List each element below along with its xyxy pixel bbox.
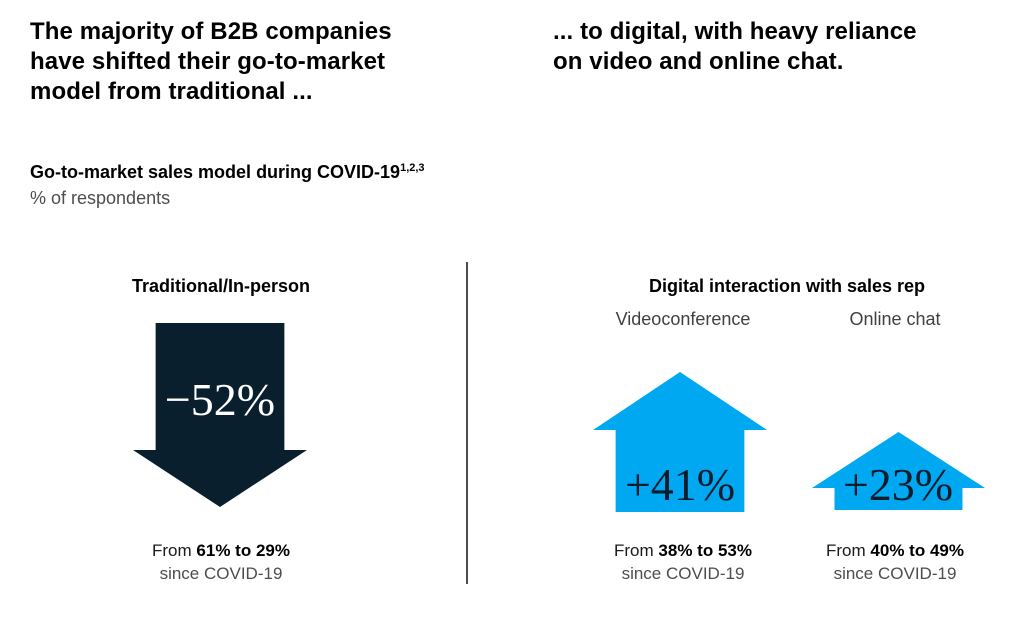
footnote-references: 1,2,3 — [400, 162, 425, 174]
headline-right: ... to digital, with heavy reliance on v… — [553, 17, 983, 77]
value-online-chat: +23% — [842, 459, 954, 510]
headline-left: The majority of B2B companies have shift… — [30, 17, 490, 107]
headline-right-line1: ... to digital, with heavy reliance — [553, 18, 917, 45]
headline-right-line2: on video and online chat. — [553, 48, 844, 75]
footer-traditional: From 61% to 29% since COVID-19 — [71, 541, 371, 584]
category-label-traditional: Traditional/In-person — [131, 276, 310, 296]
exhibit-title-text: Go-to-market sales model during COVID-19 — [30, 162, 401, 182]
footer-online-chat: From 40% to 49% since COVID-19 — [795, 541, 995, 584]
range-traditional: 61% to 29% — [196, 541, 290, 560]
footer-traditional-range: From 61% to 29% — [152, 541, 290, 560]
sublabel-online-chat: Online chat — [849, 309, 941, 329]
exhibit-title: Go-to-market sales model during COVID-19… — [30, 162, 425, 183]
panel-divider — [466, 262, 468, 584]
range-videoconference: 38% to 53% — [658, 541, 752, 560]
headline-left-line1: The majority of B2B companies — [30, 18, 392, 45]
period-traditional: since COVID-19 — [159, 564, 283, 583]
value-traditional: −52% — [164, 374, 276, 425]
value-videoconference: +41% — [624, 459, 736, 510]
footer-videoconference-range: From 38% to 53% — [614, 541, 752, 560]
headline-left-line2: have shifted their go-to-market — [30, 48, 386, 75]
footer-videoconference: From 38% to 53% since COVID-19 — [583, 541, 783, 584]
exhibit-unit-label: % of respondents — [30, 188, 171, 208]
category-label-digital: Digital interaction with sales rep — [648, 276, 926, 296]
period-online-chat: since COVID-19 — [833, 564, 957, 583]
sublabel-videoconference: Videoconference — [615, 309, 751, 329]
range-online-chat: 40% to 49% — [870, 541, 964, 560]
period-videoconference: since COVID-19 — [621, 564, 745, 583]
footer-online-chat-range: From 40% to 49% — [826, 541, 964, 560]
headline-left-line3: model from traditional ... — [30, 78, 313, 105]
